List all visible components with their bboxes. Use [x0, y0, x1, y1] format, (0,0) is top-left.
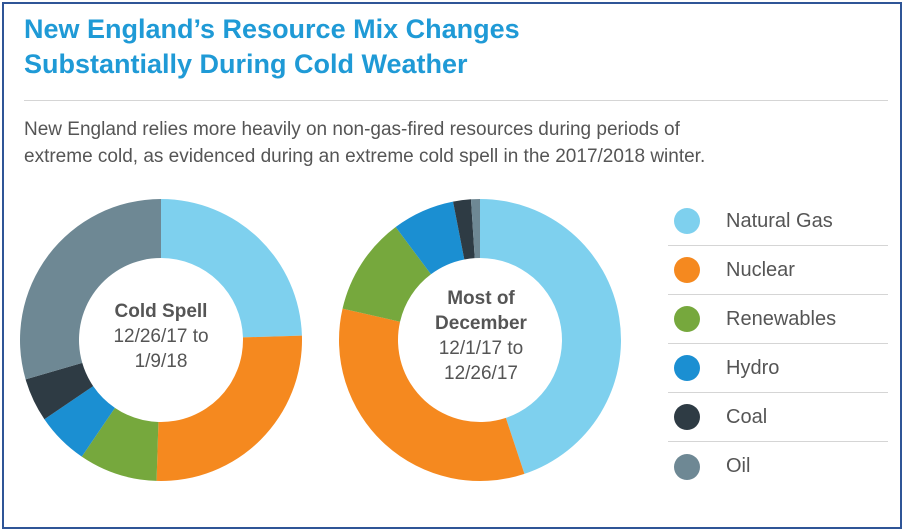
legend-swatch [674, 404, 700, 430]
donut-1-center-label: Cold Spell 12/26/17 to 1/9/18 [90, 299, 232, 374]
donut-2-title-line-1: Most of [447, 288, 515, 309]
donut-cold-spell [20, 199, 302, 481]
title-divider [24, 100, 888, 101]
slice-renewables [81, 407, 159, 481]
legend-item-coal: Coal [668, 393, 888, 442]
title-line-1: New England’s Resource Mix Changes [24, 14, 520, 44]
legend-swatch [674, 208, 700, 234]
legend-label: Coal [726, 405, 768, 428]
legend-swatch [674, 257, 700, 283]
subtitle-line-2: extreme cold, as evidenced during an ext… [24, 146, 706, 167]
subtitle-line-1: New England relies more heavily on non-g… [24, 119, 680, 140]
legend-label: Renewables [726, 307, 837, 330]
slice-nuclear [156, 335, 302, 481]
slice-natural-gas [161, 199, 302, 338]
legend-item-natural-gas: Natural Gas [668, 197, 888, 246]
donut-2-title-line-2: December [435, 313, 527, 334]
legend-label: Nuclear [726, 258, 795, 281]
donut-1-title: Cold Spell [114, 301, 208, 322]
slice-coal [25, 362, 94, 420]
donut-2-date-end: 12/26/17 [444, 363, 518, 384]
slice-renewables [342, 227, 431, 322]
title-line-2: Substantially During Cold Weather [24, 49, 468, 79]
legend-item-renewables: Renewables [668, 295, 888, 344]
legend-swatch [674, 306, 700, 332]
donut-2-date-start: 12/1/17 to [438, 338, 524, 359]
chart-title: New England’s Resource Mix Changes Subst… [24, 12, 884, 82]
donut-1-date-end: 1/9/18 [134, 351, 188, 372]
legend-label: Natural Gas [726, 209, 833, 232]
slice-nuclear [338, 308, 525, 481]
donut-1-date-start: 12/26/17 to [113, 326, 209, 347]
chart-subtitle: New England relies more heavily on non-g… [24, 116, 884, 170]
slice-oil [20, 199, 162, 380]
slice-natural-gas [480, 199, 621, 474]
legend-item-oil: Oil [668, 442, 888, 491]
donut-2-center-label: Most of December 12/1/17 to 12/26/17 [410, 286, 552, 386]
slice-hydro [44, 386, 115, 457]
slice-hydro [395, 201, 465, 275]
slice-oil [470, 199, 480, 259]
donut-most-of-december [338, 199, 621, 481]
legend-swatch [674, 355, 700, 381]
legend-label: Hydro [726, 356, 780, 379]
legend-swatch [674, 453, 700, 480]
legend-label: Oil [726, 455, 751, 477]
legend-item-nuclear: Nuclear [668, 246, 888, 295]
legend: Natural Gas Nuclear Renewables Hydro Coa… [668, 197, 888, 491]
legend-item-hydro: Hydro [668, 344, 888, 393]
slice-coal [453, 199, 475, 260]
